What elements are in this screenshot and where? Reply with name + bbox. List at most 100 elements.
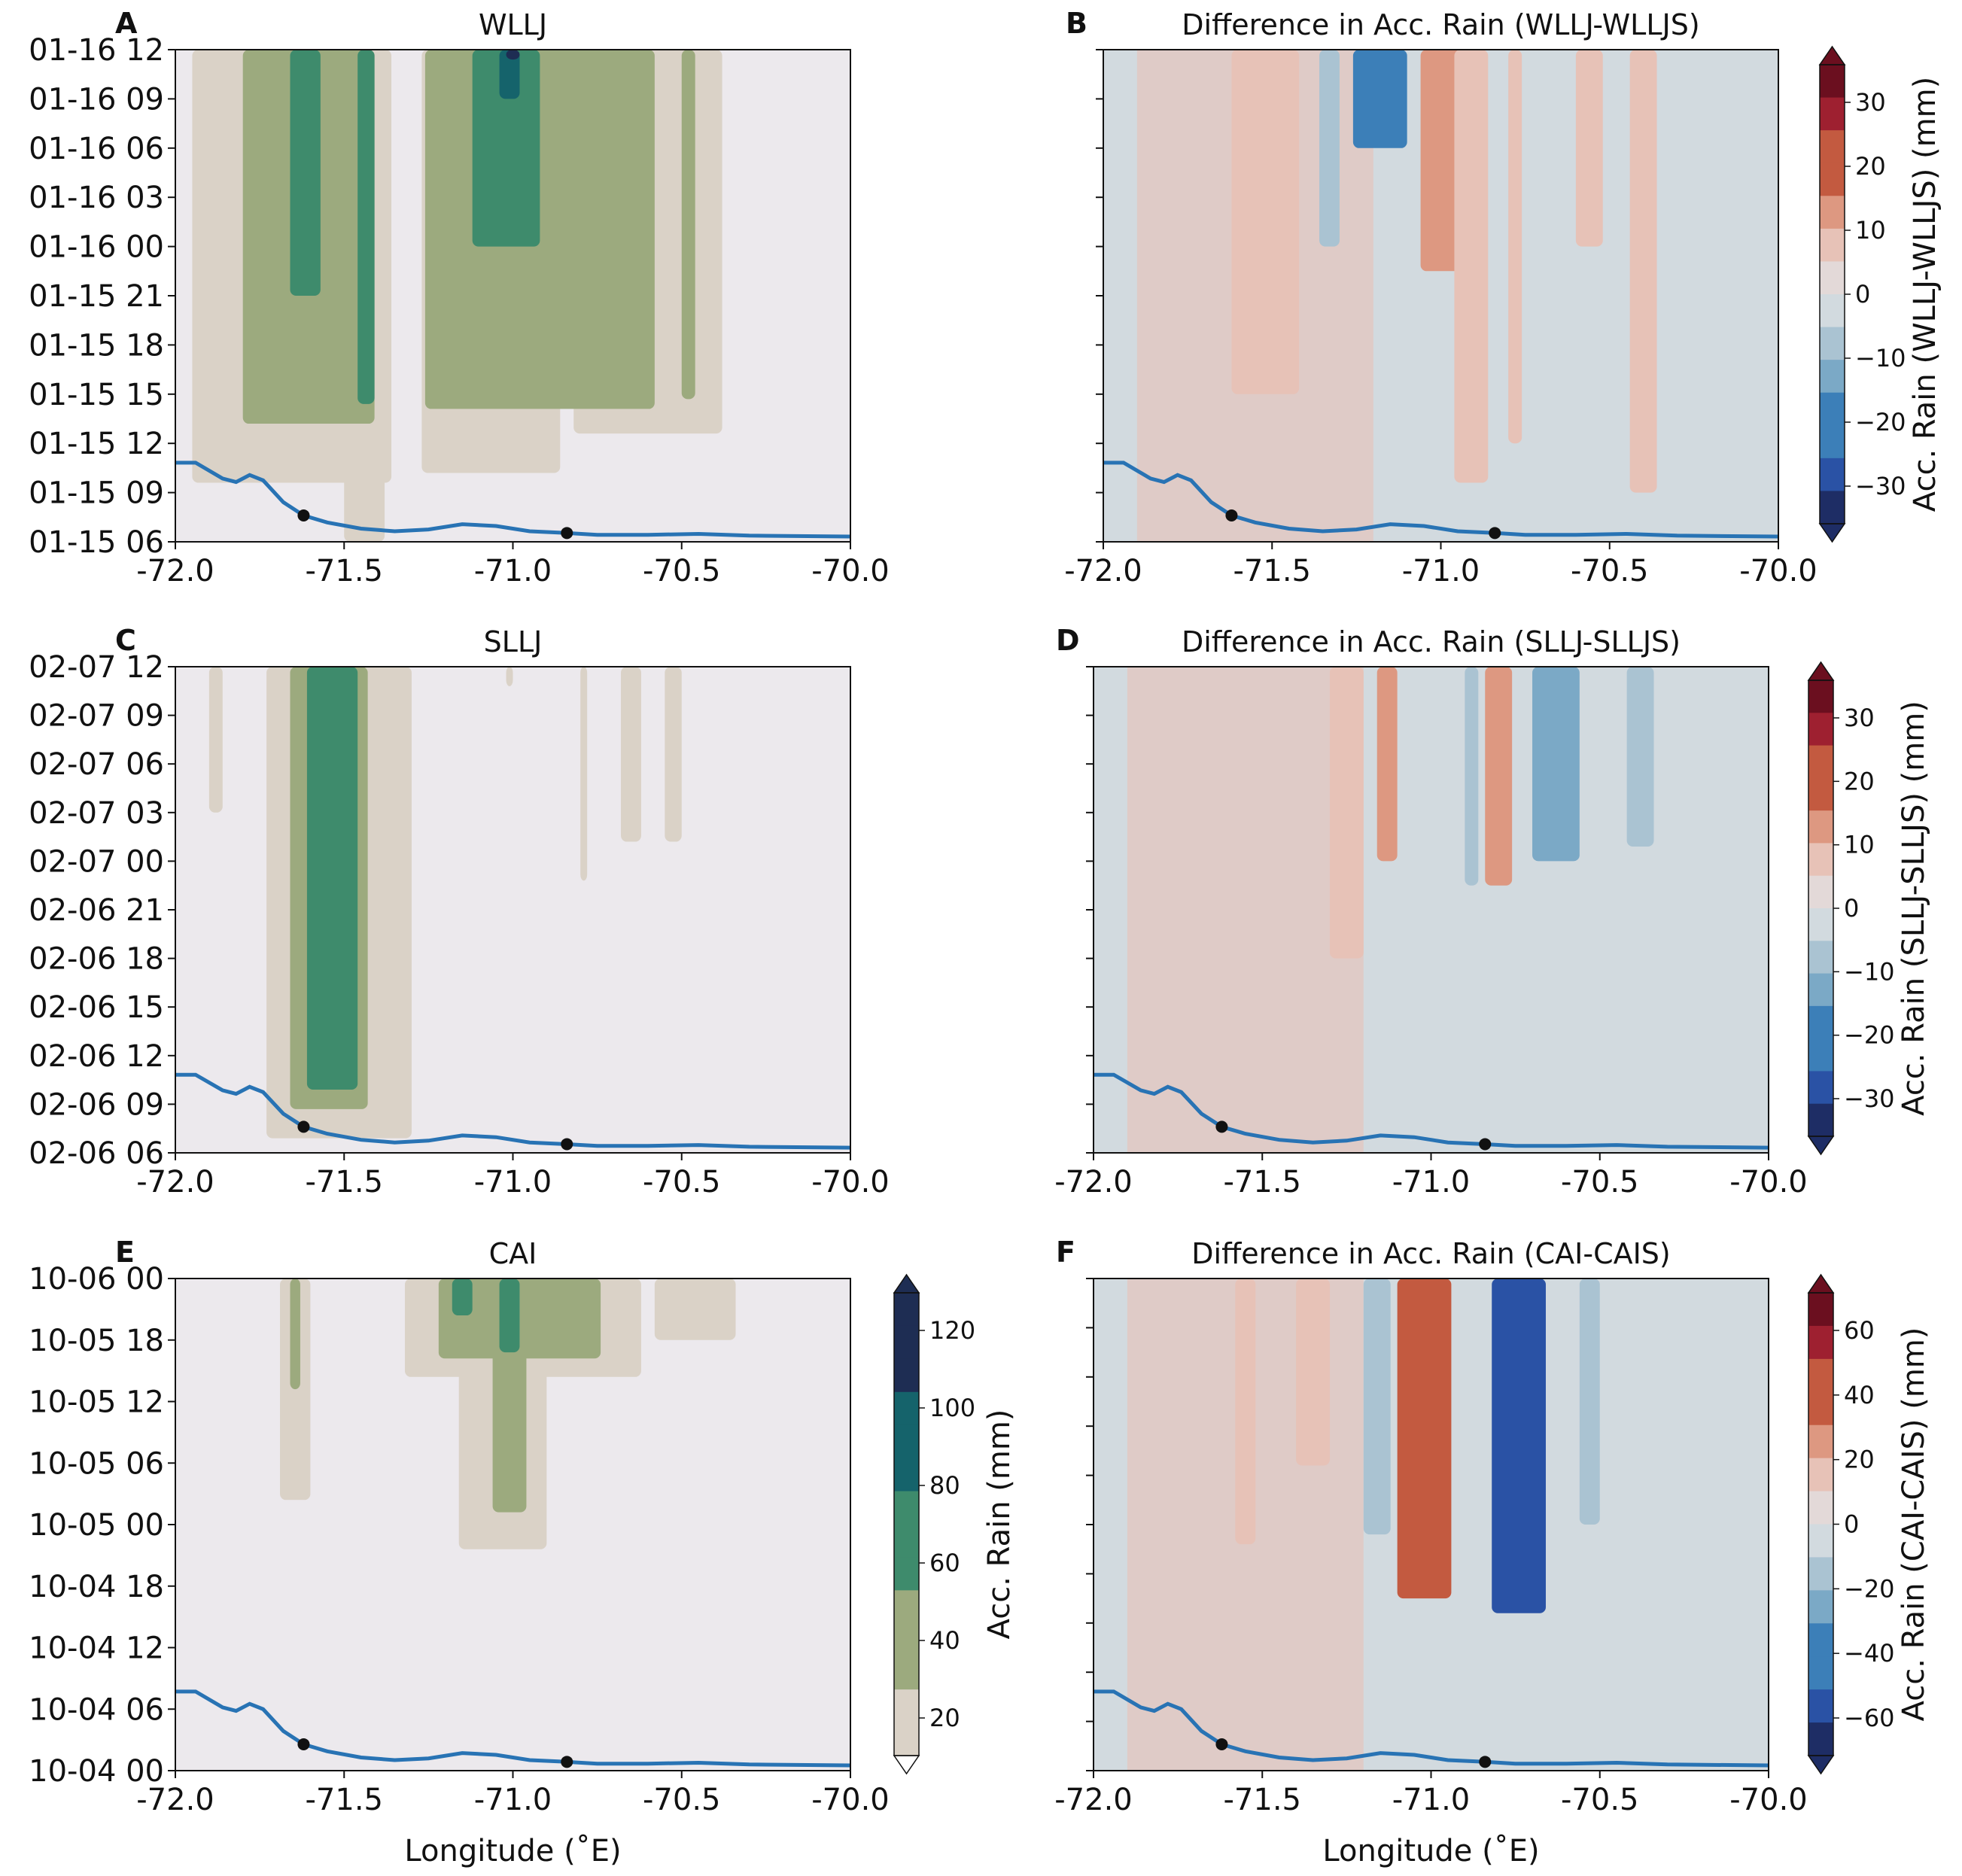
colorbar-tick-label: 0	[1844, 1510, 1859, 1539]
colorbar-segment	[1808, 1358, 1833, 1393]
station-marker	[561, 527, 573, 540]
station-marker	[1215, 1120, 1228, 1133]
x-tick-label: -71.0	[474, 554, 552, 588]
colorbar-tick-label: 20	[1855, 152, 1886, 181]
panel-letter: F	[1056, 1236, 1075, 1269]
colorbar-segment	[894, 1656, 919, 1690]
x-axis-label-right: Longitude (˚E)	[1322, 1834, 1539, 1868]
panel-title: Difference in Acc. Rain (SLLJ-SLLJS)	[1182, 625, 1681, 658]
colorbar-tick-label: 30	[1855, 88, 1886, 117]
colorbar-extend-top	[893, 1273, 920, 1294]
colorbar-tick-label: 60	[929, 1549, 960, 1577]
contour-band	[452, 1279, 473, 1316]
y-tick-label: 10-04 00	[29, 1754, 164, 1789]
contour-band	[506, 667, 513, 686]
x-tick-label: -70.5	[643, 1165, 721, 1199]
x-tick-label: -72.0	[1054, 1783, 1133, 1817]
colorbar-E: 120 100 80 60 40 20 Acc. Rain (mm)	[893, 1273, 1017, 1775]
colorbar-segment	[1808, 1103, 1833, 1137]
contour-band	[1629, 50, 1657, 493]
panel-E: -72.0 -71.5 -71.0 -70.5 -70.0 10-04 00 10-04 0…	[29, 1236, 890, 1817]
panel-title: SLLJ	[484, 625, 543, 658]
colorbar-segment	[1808, 908, 1833, 941]
colorbar-extend-top	[1807, 1273, 1835, 1294]
y-tick-label: 01-16 03	[29, 181, 164, 215]
contour-band	[1508, 50, 1522, 444]
y-tick-label: 10-05 18	[29, 1324, 164, 1358]
y-tick-label: 01-16 00	[29, 230, 164, 265]
colorbar-label: Acc. Rain (CAI-CAIS) (mm)	[1897, 1327, 1931, 1722]
x-tick-label: -71.5	[306, 1165, 384, 1199]
x-tick-label: -70.0	[1739, 554, 1818, 588]
y-tick-label: 02-06 15	[29, 990, 164, 1025]
coastline	[1094, 1689, 1769, 1768]
x-tick-label: -70.5	[1561, 1165, 1639, 1199]
colorbar-extend-bottom	[1807, 1136, 1835, 1156]
panel-C: -72.0 -71.5 -71.0 -70.5 -70.0 02-06 06 02-06 0…	[29, 624, 890, 1199]
colorbar-segment	[1808, 1005, 1833, 1039]
colorbar-segment	[894, 1358, 919, 1393]
y-tick-label: 10-06 00	[29, 1262, 164, 1297]
colorbar-segment	[894, 1524, 919, 1558]
colorbar-tick-label: 40	[929, 1626, 960, 1655]
colorbar-segment	[1820, 163, 1845, 196]
contour-band	[1231, 50, 1300, 394]
x-tick-label: -70.0	[1729, 1165, 1808, 1199]
colorbar-segment	[1820, 458, 1845, 491]
colorbar-segment	[1820, 130, 1845, 164]
contour-band	[506, 50, 520, 60]
contour-band	[654, 1279, 736, 1340]
colorbar-segment	[1808, 973, 1833, 1007]
station-marker	[1489, 527, 1501, 540]
colorbar-segment	[894, 1623, 919, 1657]
colorbar-segment	[1808, 843, 1833, 877]
colorbar-extend-top	[1807, 661, 1835, 681]
contour-band	[1579, 1279, 1600, 1525]
colorbar-tick-label: 40	[1844, 1381, 1875, 1409]
contour-band	[1465, 667, 1479, 886]
colorbar-segment	[1808, 1458, 1833, 1492]
colorbar-segment	[1808, 1590, 1833, 1624]
colorbar-segment	[1808, 1391, 1833, 1426]
contour-band	[1485, 667, 1513, 886]
colorbar-segment	[894, 1590, 919, 1624]
colorbar-label: Acc. Rain (mm)	[982, 1409, 1017, 1640]
coastline	[175, 461, 851, 539]
y-tick-label: 10-04 06	[29, 1692, 164, 1727]
colorbar-B: 30 20 10 0 −10 −20 −30 Acc. Rain (WLLJ-WLLJS) (…	[1818, 45, 1942, 543]
y-tick-label: 01-16 12	[29, 33, 164, 68]
station-marker	[1215, 1738, 1228, 1750]
station-marker	[561, 1138, 573, 1151]
colorbar-segment	[1808, 777, 1833, 811]
x-tick-label: -71.0	[474, 1165, 552, 1199]
x-tick-label: -72.0	[1064, 554, 1142, 588]
colorbar-segment	[1808, 1491, 1833, 1525]
station-marker	[1479, 1138, 1492, 1151]
panel-title: WLLJ	[479, 8, 547, 41]
y-tick-label: 10-05 06	[29, 1446, 164, 1481]
colorbar-segment	[1808, 680, 1833, 713]
colorbar-tick-label: −30	[1844, 1084, 1895, 1113]
colorbar-segment	[894, 1325, 919, 1360]
colorbar-label: Acc. Rain (WLLJ-WLLJS) (mm)	[1908, 77, 1942, 512]
station-marker	[1479, 1756, 1492, 1768]
colorbar-F: 60 40 20 0 −20 −40 −60 Acc. Rain (CAI-CAIS) (mm…	[1807, 1273, 1931, 1775]
colorbar-segment	[1808, 1424, 1833, 1459]
background-band	[1127, 667, 1364, 1153]
station-marker	[1225, 509, 1238, 521]
panel-D: -72.0 -71.5 -71.0 -70.5 -70.0 Difference in A…	[1054, 624, 1808, 1199]
contour-band	[1235, 1279, 1256, 1545]
contour-band	[357, 50, 375, 404]
colorbar-tick-label: 80	[929, 1471, 960, 1500]
contour-band	[580, 667, 588, 881]
colorbar-segment	[1808, 810, 1833, 844]
y-tick-label: 02-07 12	[29, 650, 164, 685]
panel-title: CAI	[489, 1237, 537, 1270]
y-tick-label: 10-05 00	[29, 1508, 164, 1543]
station-marker	[297, 509, 310, 521]
colorbar-segment	[1820, 196, 1845, 230]
x-tick-label: -70.5	[643, 1783, 721, 1817]
colorbar-tick-label: 20	[1844, 1446, 1875, 1474]
y-tick-label: 02-07 09	[29, 699, 164, 734]
